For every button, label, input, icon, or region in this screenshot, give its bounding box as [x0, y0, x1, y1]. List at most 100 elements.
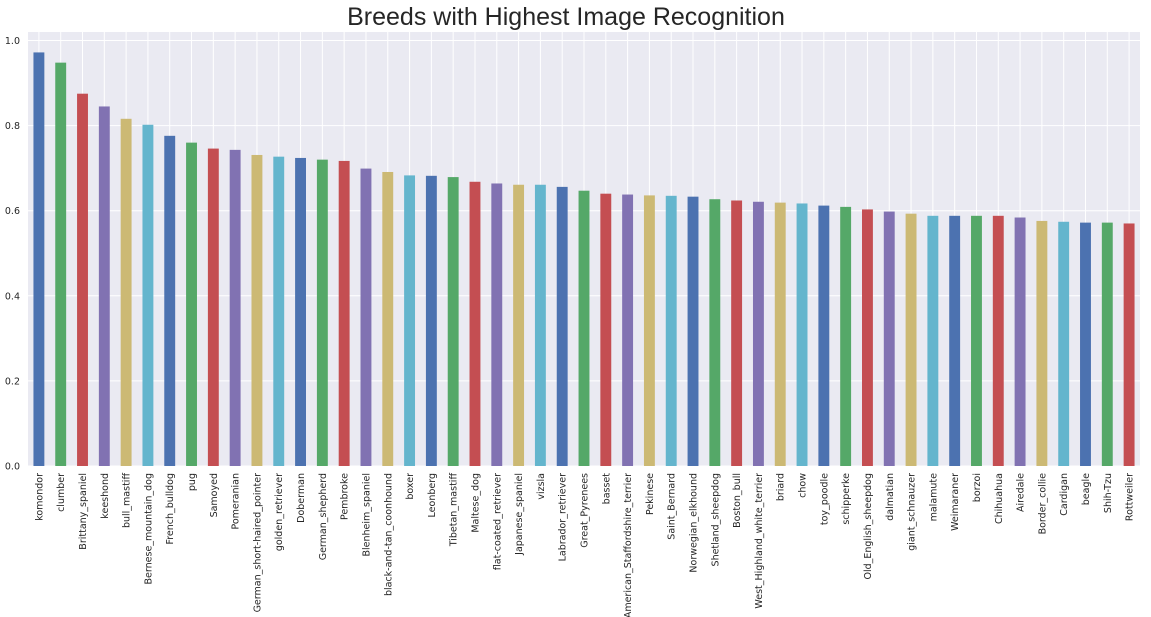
bar-keeshond — [98, 106, 110, 466]
bar-norwegian-elkhound — [687, 196, 699, 466]
y-tick-label: 0.6 — [5, 206, 20, 217]
bar-beagle — [1080, 222, 1091, 466]
x-tick-label: golden_retriever — [274, 473, 285, 551]
x-tick-label: komondor — [34, 473, 45, 521]
bar-chow — [796, 203, 808, 467]
bar-great-pyrenees — [578, 190, 590, 467]
x-tick-label: Samoyed — [209, 473, 220, 517]
x-tick-label: Brittany_spaniel — [78, 473, 89, 550]
x-tick-label: Great_Pyrenees — [580, 473, 591, 548]
x-tick-label: malamute — [928, 473, 939, 522]
x-tick-label: German_short-haired_pointer — [252, 473, 263, 613]
bar-schipperke — [840, 206, 852, 466]
bar-samoyed — [207, 148, 219, 466]
x-tick-label: Maltese_dog — [470, 473, 481, 533]
x-tick-label: black-and-tan_coonhound — [383, 473, 394, 596]
bar-bernese-mountain-dog — [142, 124, 154, 466]
bar-komondor — [33, 52, 45, 467]
bar-borzoi — [971, 215, 982, 466]
bar-labrador-retriever — [556, 186, 568, 467]
bar-doberman — [295, 157, 306, 466]
x-tick-label: Old_English_sheepdog — [863, 473, 874, 580]
x-tick-label: basset — [601, 473, 612, 505]
bar-west-highland-white-terrier — [752, 201, 764, 467]
bar-airedale — [1014, 217, 1026, 466]
x-tick-label: Chihuahua — [994, 473, 1005, 524]
bar-chihuahua — [992, 215, 1004, 466]
x-tick-label: Weimaraner — [950, 473, 961, 531]
bar-malamute — [927, 215, 939, 466]
bar-basset — [600, 193, 612, 466]
x-tick-label: Leonberg — [427, 473, 438, 517]
y-tick-label: 0.0 — [5, 462, 20, 473]
bar-pekinese — [643, 195, 655, 466]
y-tick-label: 1.0 — [5, 36, 20, 47]
x-tick-label: Pembroke — [340, 473, 351, 520]
x-tick-label: Saint_Bernard — [667, 473, 678, 540]
x-tick-label: Tibetan_mastiff — [449, 473, 460, 548]
x-tick-label: toy_poodle — [819, 473, 830, 525]
x-tick-label: chow — [798, 473, 809, 498]
x-tick-label: Pekinese — [645, 473, 656, 515]
x-tick-label: Boston_bull — [732, 473, 743, 528]
bar-pembroke — [338, 160, 350, 466]
bar-saint-bernard — [665, 195, 677, 466]
y-tick-label: 0.2 — [5, 376, 20, 387]
y-tick-label: 0.8 — [5, 121, 20, 132]
x-tick-label: keeshond — [100, 473, 111, 519]
bar-clumber — [55, 62, 67, 467]
bar-dalmatian — [883, 211, 895, 466]
x-tick-label: giant_schnauzer — [907, 473, 918, 551]
bar-shih-tzu — [1101, 222, 1113, 466]
bar-pug — [186, 142, 197, 467]
bar-maltese-dog — [469, 181, 481, 466]
x-tick-label: American_Staffordshire_terrier — [623, 473, 634, 617]
bar-german-short-haired-pointer — [251, 154, 263, 466]
plot-area: 0.0 0.2 0.4 0.6 0.8 1.0 komondor clumber Brittan… — [5, 32, 1140, 617]
x-tick-label: bull_mastiff — [122, 473, 133, 528]
x-tick-label: West_Highland_white_terrier — [754, 473, 765, 609]
bar-brittany-spaniel — [77, 93, 88, 466]
bar-border-collie — [1036, 220, 1048, 466]
x-tick-label: Border_collie — [1037, 473, 1048, 535]
x-tick-label: borzoi — [972, 473, 983, 502]
bar-boston-bull — [731, 200, 743, 466]
bar-german-shepherd — [316, 159, 328, 466]
bar-tibetan-mastiff — [447, 177, 459, 466]
x-tick-label: French_bulldog — [165, 473, 176, 545]
x-tick-label: schipperke — [841, 473, 852, 525]
x-tick-label: pug — [187, 473, 198, 491]
x-tick-label: flat-coated_retriever — [492, 473, 503, 570]
chart-title: Breeds with Highest Image Recognition — [347, 3, 785, 31]
bar-leonberg — [425, 175, 437, 467]
x-tick-label: Doberman — [296, 473, 307, 523]
x-tick-label: boxer — [405, 473, 416, 500]
bar-shetland-sheepdog — [709, 199, 721, 466]
x-tick-label: Japanese_spaniel — [514, 473, 525, 556]
x-tick-label: Pomeranian — [231, 473, 242, 530]
bar-toy-poodle — [818, 205, 830, 466]
x-tick-label: Cardigan — [1059, 473, 1070, 516]
x-tick-label: Labrador_retriever — [558, 473, 569, 561]
x-tick-label: Airedale — [1016, 473, 1027, 512]
bar-pomeranian — [229, 149, 241, 466]
bar-flat-coated-retriever — [491, 183, 503, 467]
bar-blenheim-spaniel — [360, 168, 372, 467]
bar-vizsla — [534, 184, 546, 466]
x-tick-label: clumber — [56, 473, 67, 512]
bar-weimaraner — [949, 215, 961, 466]
x-tick-label: beagle — [1081, 473, 1092, 505]
bar-rottweiler — [1123, 223, 1135, 466]
bar-boxer — [404, 175, 416, 466]
bar-french-bulldog — [164, 135, 176, 466]
x-tick-label: Norwegian_elkhound — [689, 473, 700, 573]
bar-cardigan — [1058, 221, 1070, 466]
x-tick-label: vizsla — [536, 473, 547, 500]
x-tick-label: Bernese_mountain_dog — [143, 473, 154, 584]
bar-bull-mastiff — [120, 118, 132, 467]
bar-american-staffordshire-terrier — [622, 194, 634, 466]
x-tick-label: Rottweiler — [1125, 473, 1136, 521]
x-tick-label: Shih-Tzu — [1103, 473, 1114, 513]
x-tick-label: Blenheim_spaniel — [361, 473, 372, 556]
x-tick-label: Shetland_sheepdog — [710, 473, 721, 566]
